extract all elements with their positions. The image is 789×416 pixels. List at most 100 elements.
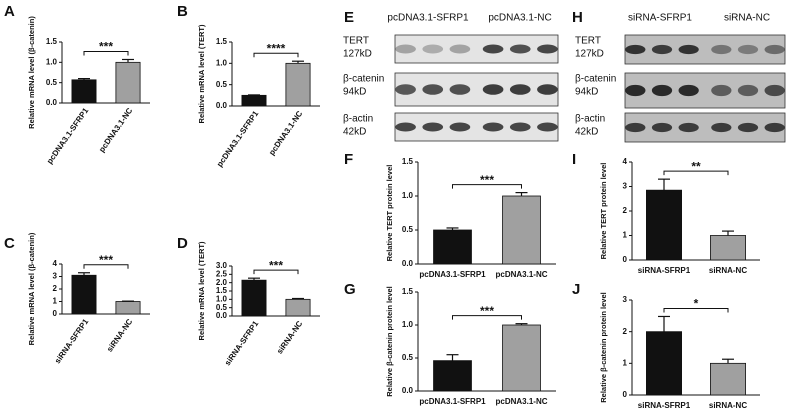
y-tick-label: 0 bbox=[623, 390, 628, 399]
y-axis-label: Relative mRNA level (β-catenin) bbox=[27, 232, 36, 345]
error-bar bbox=[248, 277, 260, 281]
significance-label: **** bbox=[267, 41, 286, 55]
y-axis-label: Relative mRNA level (TERT) bbox=[197, 241, 206, 340]
x-tick-label: pcDNA3.1-SFRP1 bbox=[45, 106, 91, 166]
y-tick-label: 3 bbox=[623, 182, 628, 191]
blot-band bbox=[737, 44, 759, 55]
protein-size: 94kD bbox=[575, 87, 598, 98]
y-tick-label: 1.5 bbox=[402, 157, 414, 166]
y-tick-label: 0.5 bbox=[402, 353, 414, 362]
error-bar bbox=[122, 58, 134, 63]
y-tick-label: 2 bbox=[623, 206, 628, 215]
significance-label: * bbox=[694, 297, 699, 311]
significance-label: *** bbox=[480, 304, 494, 318]
blot-band bbox=[764, 44, 785, 55]
significance-bracket bbox=[253, 269, 299, 275]
blot-band bbox=[764, 84, 785, 97]
significance-bracket bbox=[663, 170, 729, 176]
bar bbox=[115, 301, 141, 315]
error-bar bbox=[78, 77, 90, 80]
y-tick-label: 2 bbox=[623, 327, 628, 336]
bar bbox=[71, 79, 97, 104]
panel-letter: G bbox=[344, 281, 356, 298]
y-tick-label: 4 bbox=[623, 157, 628, 166]
blot-band bbox=[422, 44, 444, 54]
blot-strip bbox=[394, 112, 559, 142]
panel-letter: C bbox=[4, 235, 15, 252]
bar bbox=[241, 279, 267, 317]
y-axis-label: Relative mRNA level (TERT) bbox=[197, 24, 206, 123]
blot-band bbox=[482, 44, 504, 54]
y-axis-label: Relative β-catenin protein level bbox=[385, 286, 394, 396]
y-tick-label: 1 bbox=[53, 297, 58, 306]
y-tick-label: 0.0 bbox=[216, 101, 228, 110]
blot-band bbox=[537, 84, 558, 95]
blot-strip bbox=[624, 112, 786, 143]
blot-band bbox=[422, 122, 444, 132]
bar bbox=[710, 235, 747, 261]
panel-letter: F bbox=[344, 151, 353, 168]
blot-band bbox=[678, 44, 699, 55]
y-tick-label: 1.5 bbox=[216, 286, 228, 295]
bar bbox=[502, 324, 541, 392]
error-bar bbox=[722, 358, 734, 364]
error-bar bbox=[515, 192, 528, 196]
y-tick-label: 0 bbox=[623, 255, 628, 264]
y-tick-label: 1.0 bbox=[216, 294, 228, 303]
x-tick-label: siRNA-SFRP1 bbox=[638, 401, 691, 410]
y-tick-label: 1.0 bbox=[216, 58, 228, 67]
x-tick-label: pcDNA3.1-NC bbox=[267, 109, 304, 157]
panel-letter: I bbox=[572, 151, 576, 168]
y-tick-label: 0.0 bbox=[402, 386, 414, 395]
blot-band bbox=[395, 122, 416, 132]
y-tick-label: 0.0 bbox=[402, 259, 414, 268]
bar bbox=[285, 62, 311, 107]
error-bar bbox=[78, 272, 90, 276]
blot-band bbox=[737, 122, 759, 133]
y-axis-label: Relative TERT protein level bbox=[599, 163, 608, 260]
panel-letter: J bbox=[572, 281, 580, 298]
x-tick-label: siRNA-NC bbox=[105, 317, 134, 354]
significance-bracket bbox=[83, 50, 129, 56]
significance-label: ** bbox=[691, 159, 701, 173]
y-axis-label: Relative β-catenin protein level bbox=[599, 292, 608, 402]
blot-band bbox=[482, 122, 504, 132]
panel-letter: H bbox=[572, 9, 583, 26]
blot-band bbox=[711, 84, 732, 97]
bar bbox=[710, 362, 747, 396]
significance-label: *** bbox=[99, 253, 113, 267]
bar bbox=[285, 298, 311, 317]
blot-band bbox=[651, 44, 673, 55]
blot-band bbox=[537, 122, 558, 132]
error-bar bbox=[515, 323, 528, 325]
x-tick-label: pcDNA3.1-NC bbox=[495, 397, 547, 406]
x-tick-label: siRNA-SFRP1 bbox=[638, 266, 691, 275]
x-tick-label: siRNA-NC bbox=[709, 401, 747, 410]
x-tick-label: pcDNA3.1-SFRP1 bbox=[215, 109, 261, 169]
blot-band bbox=[422, 84, 444, 95]
bar bbox=[71, 274, 97, 315]
y-tick-label: 0.5 bbox=[46, 78, 58, 87]
significance-bracket bbox=[452, 315, 522, 320]
y-tick-label: 1.5 bbox=[216, 37, 228, 46]
error-bar bbox=[722, 230, 734, 236]
y-tick-label: 0 bbox=[53, 309, 58, 318]
blot-band bbox=[711, 122, 732, 133]
blot-band bbox=[764, 122, 785, 133]
panel-letter: A bbox=[4, 3, 15, 20]
blot-band bbox=[625, 122, 646, 133]
blot-strip bbox=[394, 34, 559, 64]
y-tick-label: 1.5 bbox=[402, 287, 414, 296]
x-tick-label: pcDNA3.1-NC bbox=[97, 106, 134, 154]
bar bbox=[502, 195, 541, 265]
x-tick-label: siRNA-NC bbox=[275, 319, 304, 356]
protein-size: 94kD bbox=[343, 87, 366, 98]
blot-band bbox=[625, 84, 646, 97]
protein-label: β-catenin bbox=[343, 74, 384, 85]
y-tick-label: 3 bbox=[623, 295, 628, 304]
y-tick-label: 3 bbox=[53, 272, 58, 281]
y-tick-label: 2.0 bbox=[216, 278, 228, 287]
bar bbox=[433, 229, 472, 265]
protein-label: TERT bbox=[343, 36, 369, 47]
x-tick-label: siRNA-SFRP1 bbox=[53, 317, 91, 366]
